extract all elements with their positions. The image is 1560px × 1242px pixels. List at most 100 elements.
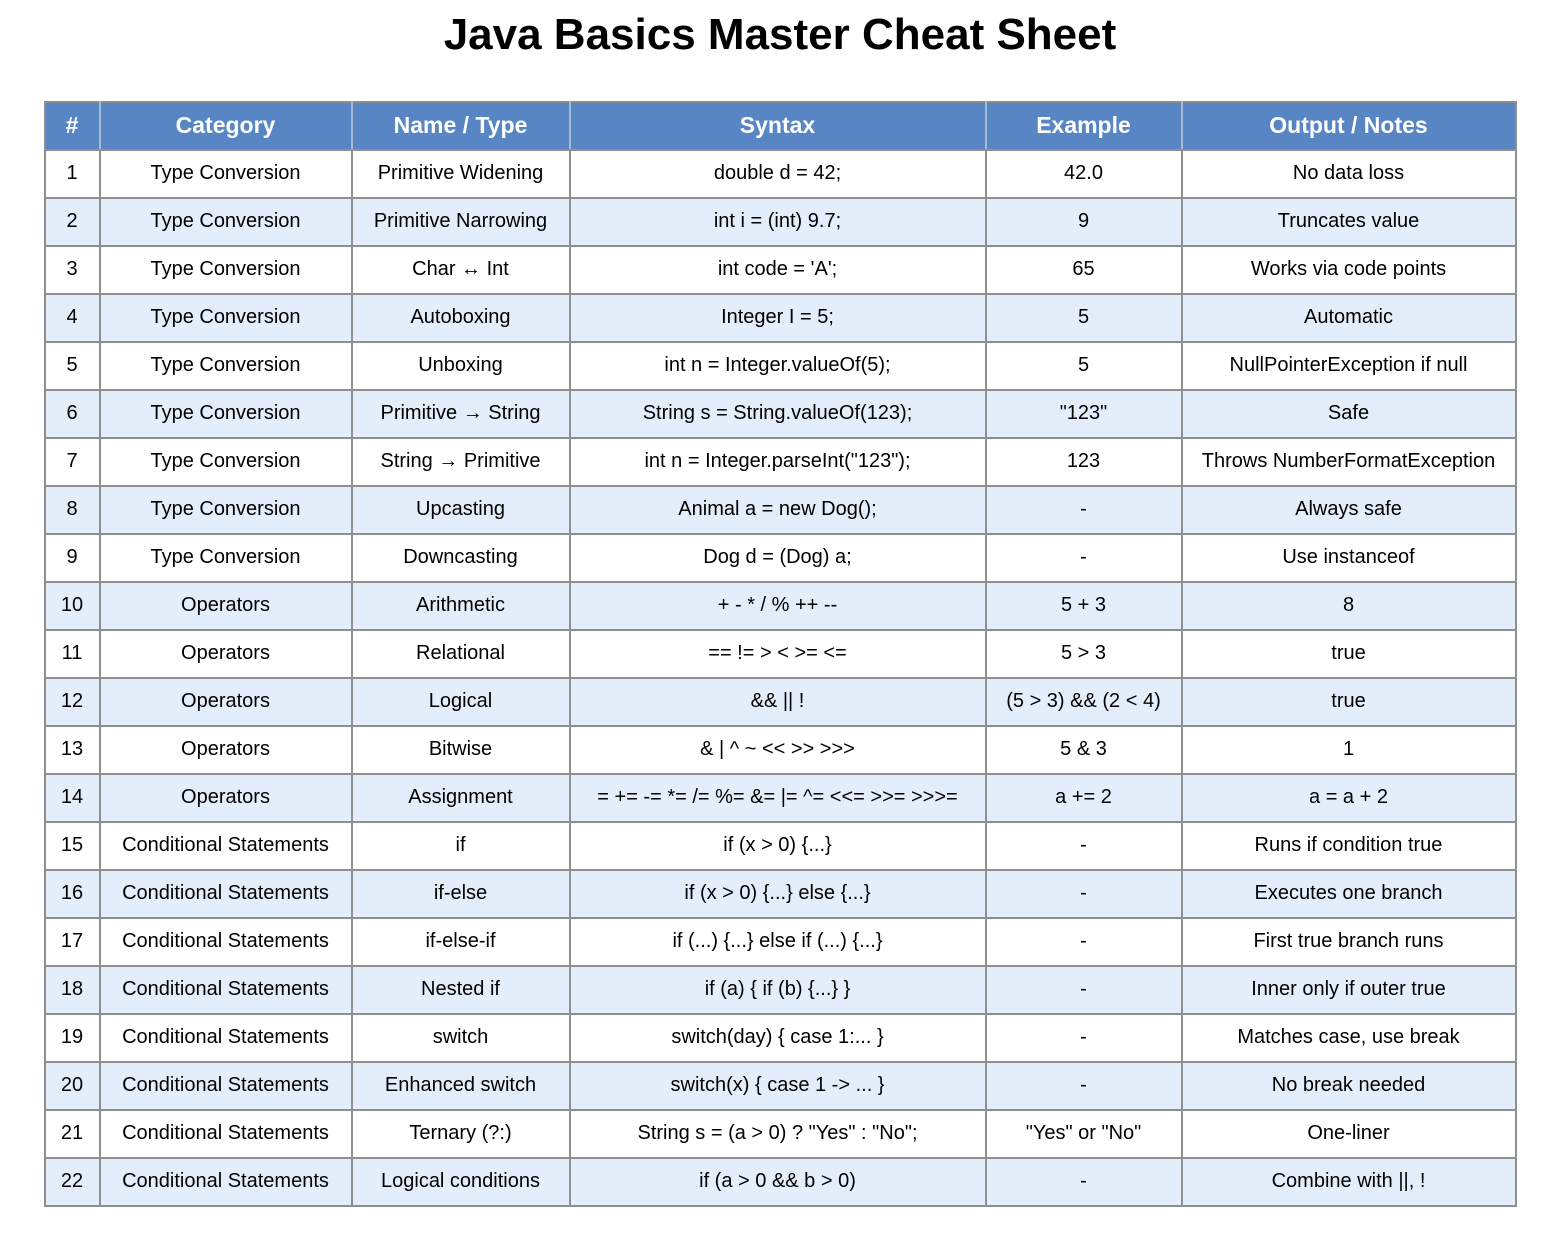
table-cell: NullPointerException if null — [1180, 340, 1517, 391]
table-cell: Type Conversion — [98, 292, 353, 343]
table-cell: 18 — [43, 964, 101, 1015]
table-cell: One-liner — [1180, 1108, 1517, 1159]
table-cell: Char ↔ Int — [350, 244, 571, 295]
table-cell: 5 — [984, 292, 1183, 343]
table-cell: == != > < >= <= — [568, 628, 987, 679]
table-cell: 8 — [43, 484, 101, 535]
table-cell: Nested if — [350, 964, 571, 1015]
table-cell: Conditional Statements — [98, 916, 353, 967]
table-cell: Always safe — [1180, 484, 1517, 535]
table-cell: Animal a = new Dog(); — [568, 484, 987, 535]
table-body: 1 Type Conversion Primitive Widening double… — [43, 148, 1517, 1207]
table-cell: 21 — [43, 1108, 101, 1159]
table-cell: 20 — [43, 1060, 101, 1111]
table-cell: Logical — [350, 676, 571, 727]
table-cell: Logical conditions — [350, 1156, 571, 1207]
table-cell: Throws NumberFormatException — [1180, 436, 1517, 487]
table-row: 7 Type Conversion String → Primitive int n … — [43, 436, 1517, 487]
table-row: 22 Conditional Statements Logical conditio… — [43, 1156, 1517, 1207]
table-cell: 65 — [984, 244, 1183, 295]
table-row: 19 Conditional Statements switch switch(day… — [43, 1012, 1517, 1063]
table-cell: Unboxing — [350, 340, 571, 391]
table-cell: Operators — [98, 628, 353, 679]
table-cell: 2 — [43, 196, 101, 247]
table-cell: Inner only if outer true — [1180, 964, 1517, 1015]
table-cell: Autoboxing — [350, 292, 571, 343]
table-cell: Truncates value — [1180, 196, 1517, 247]
table-cell: Primitive Narrowing — [350, 196, 571, 247]
table-cell: - — [984, 916, 1183, 967]
table-cell: First true branch runs — [1180, 916, 1517, 967]
table-cell: Primitive → String — [350, 388, 571, 439]
table-cell: Bitwise — [350, 724, 571, 775]
table-cell: 4 — [43, 292, 101, 343]
table-cell: String → Primitive — [350, 436, 571, 487]
table-cell: Integer I = 5; — [568, 292, 987, 343]
table-row: 1 Type Conversion Primitive Widening double… — [43, 148, 1517, 199]
table-row: 20 Conditional Statements Enhanced switch s… — [43, 1060, 1517, 1111]
table-cell: Type Conversion — [98, 388, 353, 439]
table-cell: if (...) {...} else if (...) {...} — [568, 916, 987, 967]
table-cell: Conditional Statements — [98, 1156, 353, 1207]
table-cell: switch(day) { case 1:... } — [568, 1012, 987, 1063]
table-cell: Relational — [350, 628, 571, 679]
page-title: Java Basics Master Cheat Sheet — [443, 10, 1117, 59]
table-cell: 5 > 3 — [984, 628, 1183, 679]
table-cell: Operators — [98, 724, 353, 775]
table-cell: int n = Integer.valueOf(5); — [568, 340, 987, 391]
table-cell: if (x > 0) {...} — [568, 820, 987, 871]
table-row: 3 Type Conversion Char ↔ Int int code = 'A'… — [43, 244, 1517, 295]
table-cell: - — [984, 820, 1183, 871]
table-cell: 123 — [984, 436, 1183, 487]
table-cell: Type Conversion — [98, 244, 353, 295]
column-header: Category — [98, 100, 353, 151]
table-row: 2 Type Conversion Primitive Narrowing int i… — [43, 196, 1517, 247]
table-cell: 5 — [43, 340, 101, 391]
table-cell: Arithmetic — [350, 580, 571, 631]
table-cell: Primitive Widening — [350, 148, 571, 199]
table-cell: Conditional Statements — [98, 1060, 353, 1111]
table-cell: double d = 42; — [568, 148, 987, 199]
table-cell: - — [984, 1012, 1183, 1063]
table-cell: true — [1180, 676, 1517, 727]
table-cell: if-else-if — [350, 916, 571, 967]
table-cell: a += 2 — [984, 772, 1183, 823]
table-row: 15 Conditional Statements if if (x > 0) {..… — [43, 820, 1517, 871]
table-cell: "123" — [984, 388, 1183, 439]
table-row: 12 Operators Logical && || ! (5 > 3) && (2 <… — [43, 676, 1517, 727]
table-cell: Executes one branch — [1180, 868, 1517, 919]
table-cell: Operators — [98, 580, 353, 631]
table-cell: - — [984, 532, 1183, 583]
table-cell: - — [984, 484, 1183, 535]
table-row: 18 Conditional Statements Nested if if (a) … — [43, 964, 1517, 1015]
table-cell: int code = 'A'; — [568, 244, 987, 295]
table-cell: if (a > 0 && b > 0) — [568, 1156, 987, 1207]
table-cell: = += -= *= /= %= &= |= ^= <<= >>= >>>= — [568, 772, 987, 823]
table-cell: Upcasting — [350, 484, 571, 535]
table-cell: true — [1180, 628, 1517, 679]
table-cell: Works via code points — [1180, 244, 1517, 295]
table-cell: int n = Integer.parseInt("123"); — [568, 436, 987, 487]
table-row: 4 Type Conversion Autoboxing Integer I = 5;… — [43, 292, 1517, 343]
table-cell: 22 — [43, 1156, 101, 1207]
table-cell: 11 — [43, 628, 101, 679]
table-cell: No break needed — [1180, 1060, 1517, 1111]
table-cell: Ternary (?:) — [350, 1108, 571, 1159]
table-cell: Operators — [98, 772, 353, 823]
table-cell: Use instanceof — [1180, 532, 1517, 583]
table-cell: Dog d = (Dog) a; — [568, 532, 987, 583]
table-cell: switch(x) { case 1 -> ... } — [568, 1060, 987, 1111]
table-cell: Operators — [98, 676, 353, 727]
table-cell: Type Conversion — [98, 532, 353, 583]
table-cell: Runs if condition true — [1180, 820, 1517, 871]
table-cell: 13 — [43, 724, 101, 775]
table-cell: 7 — [43, 436, 101, 487]
table-cell: 6 — [43, 388, 101, 439]
table-cell: Safe — [1180, 388, 1517, 439]
column-header: Syntax — [568, 100, 987, 151]
table-cell: 19 — [43, 1012, 101, 1063]
table-cell: 12 — [43, 676, 101, 727]
table-cell: & | ^ ~ << >> >>> — [568, 724, 987, 775]
table-cell: && || ! — [568, 676, 987, 727]
table-cell: 1 — [43, 148, 101, 199]
